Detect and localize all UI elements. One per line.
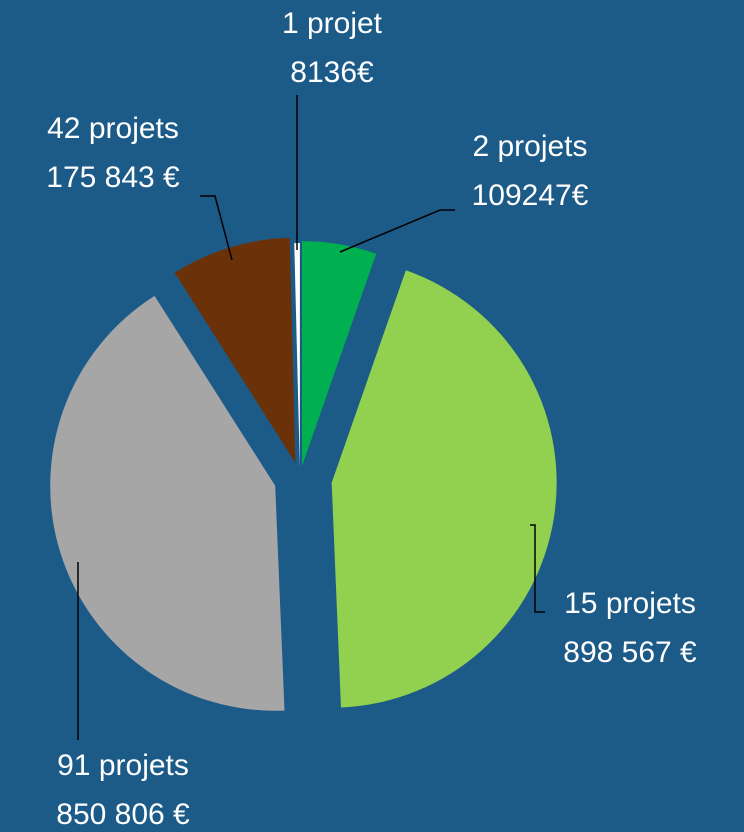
pie-slice — [302, 241, 377, 467]
slice-label: 42 projets — [47, 112, 179, 145]
pie-slice — [331, 270, 557, 708]
value-label: 109247€ — [472, 179, 589, 212]
slice-label: 2 projets — [472, 130, 587, 163]
value-label: 898 567 € — [563, 636, 697, 669]
slice-label: 1 projet — [282, 7, 383, 40]
slice-label: 15 projets — [564, 587, 696, 620]
pie-slice — [294, 243, 300, 469]
pie-slice — [50, 295, 285, 711]
leader-line — [200, 195, 233, 261]
value-label: 850 806 € — [56, 798, 190, 831]
value-label: 175 843 € — [46, 161, 180, 194]
pie-slice — [174, 237, 296, 463]
leader-line — [339, 209, 455, 253]
value-label: 8136€ — [290, 56, 374, 89]
slice-label: 91 projets — [57, 749, 189, 782]
leader-line — [530, 524, 545, 613]
